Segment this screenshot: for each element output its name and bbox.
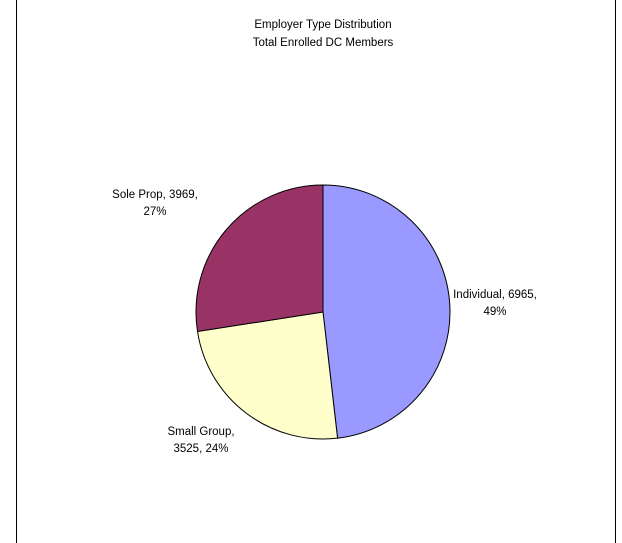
slice-label-line: Sole Prop, 3969, [112,189,198,201]
slice-label-line: 49% [483,306,506,318]
pie-slice-sole-prop [195,184,324,333]
slice-labels: Individual, 6965, 49% Small Group, 3525, 24… [112,189,537,455]
slice-label-line: 27% [143,206,166,218]
slice-label-individual: Individual, 6965, 49% [453,289,537,318]
pie-chart: Employer Type Distribution Total Enrolle… [112,19,537,455]
slice-label-small-group: Small Group, 3525, 24% [167,426,234,455]
pie-slice-small-group [196,311,339,440]
pie-slices [195,184,451,440]
chart-title: Employer Type Distribution [254,19,391,31]
slice-label-line: Small Group, [167,426,234,438]
chart-subtitle: Total Enrolled DC Members [253,37,394,49]
slice-label-line: 3525, 24% [174,443,229,455]
slice-label-sole-prop: Sole Prop, 3969, 27% [112,189,198,218]
chart-area: Employer Type Distribution Total Enrolle… [16,0,616,543]
slice-label-line: Individual, 6965, [453,289,537,301]
pie-slice-individual [322,184,451,439]
